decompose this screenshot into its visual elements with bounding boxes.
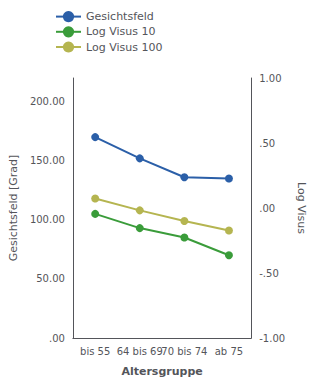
svg-text:Gesichtsfeld [Grad]: Gesichtsfeld [Grad] — [7, 155, 20, 262]
svg-text:.00: .00 — [49, 333, 65, 344]
svg-text:.00: .00 — [259, 203, 275, 214]
svg-text:.50: .50 — [259, 138, 275, 149]
svg-text:1.00: 1.00 — [259, 73, 281, 84]
svg-text:-1.00: -1.00 — [259, 333, 285, 344]
svg-text:150.00: 150.00 — [30, 155, 65, 166]
svg-text:Altersgruppe: Altersgruppe — [121, 365, 202, 378]
svg-text:Log Visus: Log Visus — [295, 182, 308, 234]
svg-text:Gesichtsfeld: Gesichtsfeld — [86, 10, 154, 23]
svg-text:200.00: 200.00 — [30, 96, 65, 107]
svg-text:50.00: 50.00 — [36, 273, 65, 284]
svg-text:100.00: 100.00 — [30, 214, 65, 225]
svg-text:-.50: -.50 — [259, 268, 279, 279]
svg-text:70 bis 74: 70 bis 74 — [161, 346, 207, 357]
svg-text:ab 75: ab 75 — [215, 346, 243, 357]
svg-text:Log Visus 10: Log Visus 10 — [86, 25, 155, 38]
svg-text:Log Visus 100: Log Visus 100 — [86, 41, 162, 54]
svg-text:64 bis 69: 64 bis 69 — [117, 346, 163, 357]
svg-text:bis 55: bis 55 — [80, 346, 110, 357]
